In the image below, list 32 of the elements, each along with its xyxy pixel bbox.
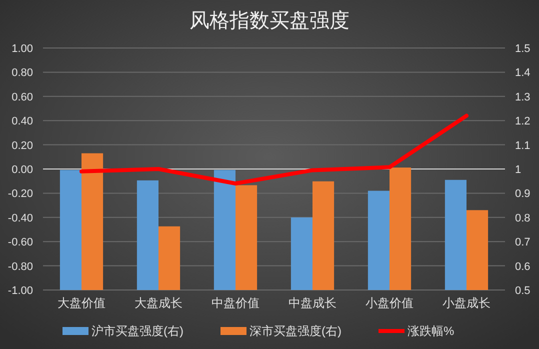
x-tick-label: 小盘成长	[442, 296, 490, 310]
y-tick-label: -0.20	[8, 188, 33, 200]
y2-tick-label: 0.7	[515, 236, 530, 249]
x-tick-label: 中盘成长	[288, 296, 336, 310]
y2-tick-label: 0.5	[515, 285, 530, 297]
y-tick-label: 1.00	[12, 43, 33, 55]
y2-tick-label: 1.1	[515, 140, 530, 152]
y-tick-label: 0.20	[12, 140, 33, 152]
x-tick-label: 中盘价值	[212, 296, 260, 310]
x-tick-label: 大盘成长	[134, 296, 182, 310]
y-tick-label: -0.80	[8, 260, 33, 273]
y2-tick-label: 1	[515, 164, 522, 176]
y2-tick-label: 0.8	[515, 212, 530, 224]
legend-label: 涨跌幅%	[408, 324, 454, 338]
y2-tick-label: 1.3	[515, 91, 530, 104]
y2-tick-label: 1.4	[515, 67, 530, 80]
x-tick-label: 小盘价值	[366, 296, 414, 310]
y2-tick-label: 1.2	[515, 116, 530, 128]
y-tick-label: 0.60	[12, 91, 33, 104]
y2-tick-label: 0.6	[515, 260, 530, 273]
x-tick-label: 大盘价值	[58, 296, 106, 310]
y2-tick-label: 0.9	[515, 188, 530, 200]
y2-tick-label: 1.5	[515, 43, 530, 55]
legend-label: 深市买盘强度(右)	[250, 324, 342, 338]
y-tick-label: 0.00	[12, 164, 33, 176]
legend-label: 沪市买盘强度(右)	[92, 324, 184, 338]
y-tick-label: -0.60	[8, 236, 33, 249]
y-tick-label: 0.40	[12, 116, 33, 128]
y-tick-label: -0.40	[8, 212, 33, 224]
y-tick-label: 0.80	[12, 67, 33, 80]
chart-title: 风格指数买盘强度	[190, 10, 350, 32]
y-tick-label: -1.00	[8, 285, 33, 297]
